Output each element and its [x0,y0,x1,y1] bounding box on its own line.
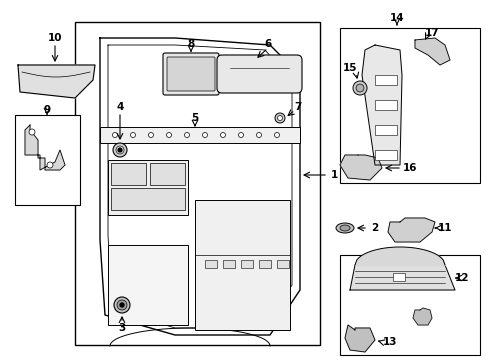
Text: 2: 2 [370,223,378,233]
Ellipse shape [112,132,117,138]
Ellipse shape [274,132,279,138]
Text: 6: 6 [264,39,271,49]
Polygon shape [345,325,374,352]
Bar [374,150,396,160]
Text: 17: 17 [424,28,438,38]
Circle shape [274,113,285,123]
Bar [259,260,270,268]
Text: 5: 5 [191,113,198,123]
FancyBboxPatch shape [167,57,215,91]
Bar [241,260,252,268]
Polygon shape [412,308,431,325]
Bar [392,273,404,281]
Bar [195,200,289,330]
Text: 1: 1 [330,170,337,180]
FancyBboxPatch shape [217,55,302,93]
FancyBboxPatch shape [163,53,219,95]
Text: 12: 12 [454,273,468,283]
Ellipse shape [220,132,225,138]
Polygon shape [18,65,95,98]
Text: 9: 9 [43,105,50,115]
Bar [339,28,479,183]
Bar [339,255,479,355]
Text: 11: 11 [437,223,451,233]
Ellipse shape [202,132,207,138]
Ellipse shape [335,223,353,233]
Ellipse shape [148,132,153,138]
Ellipse shape [130,132,135,138]
Circle shape [120,303,124,307]
Bar [75,22,319,345]
Bar [374,75,396,85]
Polygon shape [361,45,401,165]
Ellipse shape [184,132,189,138]
Circle shape [118,148,122,152]
Text: 3: 3 [118,323,125,333]
Polygon shape [387,218,434,242]
Circle shape [113,143,127,157]
Text: 7: 7 [294,102,301,112]
Polygon shape [414,38,449,65]
Ellipse shape [238,132,243,138]
Bar [276,260,288,268]
Circle shape [277,116,282,121]
Ellipse shape [339,225,349,231]
Text: 4: 4 [116,102,123,112]
Circle shape [117,300,127,310]
Polygon shape [339,155,381,180]
Bar [204,260,217,268]
Ellipse shape [166,132,171,138]
Bar [223,260,235,268]
Bar [108,160,187,215]
Bar [111,188,184,210]
Text: 13: 13 [382,337,396,347]
Polygon shape [349,265,454,290]
Bar [374,125,396,135]
Circle shape [29,129,35,135]
Ellipse shape [256,132,261,138]
Text: 16: 16 [402,163,416,173]
Bar [100,127,299,143]
Bar [108,245,187,325]
Text: 8: 8 [187,39,194,49]
Circle shape [116,146,124,154]
Circle shape [352,81,366,95]
Bar [150,163,184,185]
Polygon shape [25,125,65,170]
Text: 10: 10 [48,33,62,43]
Bar [374,100,396,110]
Text: 15: 15 [342,63,357,73]
Bar [111,163,146,185]
Circle shape [114,297,130,313]
Bar [15,115,80,205]
Text: 14: 14 [389,13,404,23]
Circle shape [355,84,363,92]
Circle shape [47,162,53,168]
